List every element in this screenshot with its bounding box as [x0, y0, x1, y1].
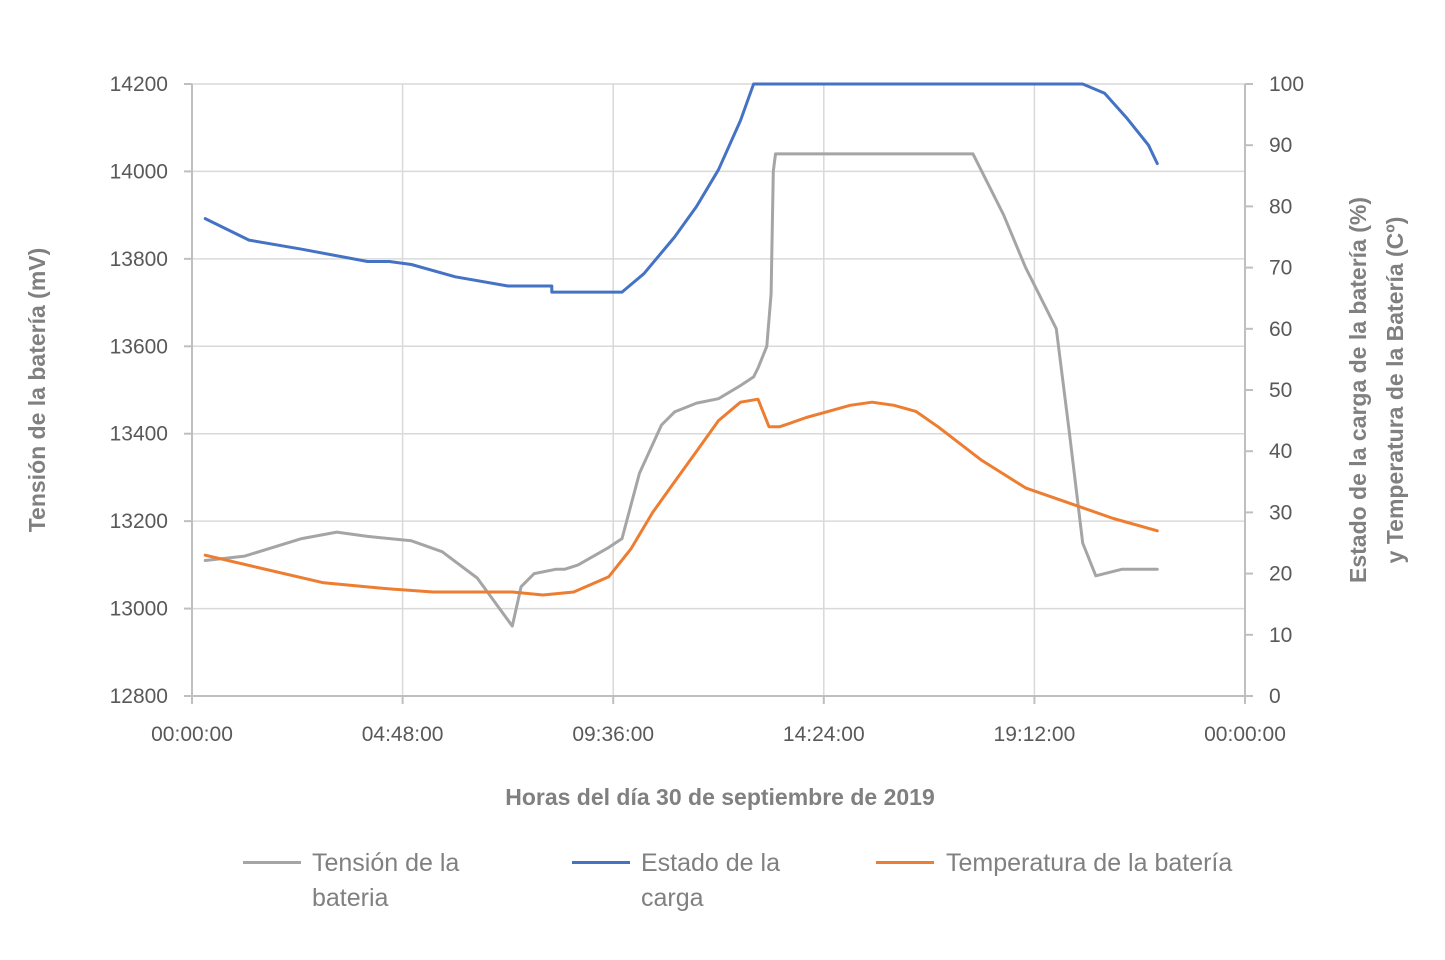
y-right-tick-label: 40 — [1269, 440, 1292, 463]
legend-swatch-carga — [572, 861, 630, 864]
y-left-tick-label: 13200 — [110, 510, 168, 533]
x-tick-labels: 00:00:00 04:48:00 09:36:00 14:24:00 19:12:00… — [151, 723, 1286, 746]
y-left-tick-label: 13800 — [110, 248, 168, 271]
y-left-tick-label: 13400 — [110, 423, 168, 446]
y-right-tick-label: 80 — [1269, 195, 1292, 218]
y-left-tick-label: 13600 — [110, 335, 168, 358]
y-left-tick-label: 12800 — [110, 685, 168, 708]
y-right-tick-label: 100 — [1269, 73, 1304, 96]
legend-label-tension: Tensión de la bateria — [312, 849, 460, 912]
y-right-tick-label: 30 — [1269, 501, 1292, 524]
series-line-carga — [203, 82, 1159, 294]
x-tick-label: 14:24:00 — [783, 723, 865, 746]
x-tick-label: 00:00:00 — [151, 723, 233, 746]
chart-grid — [191, 83, 1246, 697]
y-right-tick-label: 20 — [1269, 563, 1292, 586]
y-right-tick-label: 70 — [1269, 257, 1292, 280]
x-tick-label: 19:12:00 — [994, 723, 1076, 746]
y-left-tick-labels: 12800 13000 13200 13400 13600 13800 14000 14200 — [110, 73, 168, 708]
chart-axes — [184, 83, 1253, 704]
y-left-axis-title: Tensión de la batería (mV) — [24, 248, 50, 533]
y-right-tick-label: 90 — [1269, 134, 1292, 157]
y-right-tick-label: 60 — [1269, 318, 1292, 341]
x-axis-title: Horas del día 30 de septiembre de 2019 — [505, 784, 935, 810]
legend-swatch-temperatura — [876, 861, 934, 864]
x-tick-label: 09:36:00 — [572, 723, 654, 746]
y-right-tick-label: 50 — [1269, 379, 1292, 402]
y-right-tick-labels: 0 10 20 30 40 50 60 70 80 90 100 — [1269, 73, 1304, 708]
series-lines — [203, 82, 1159, 628]
y-right-tick-label: 10 — [1269, 624, 1292, 647]
y-left-tick-label: 14200 — [110, 73, 168, 96]
series-line-tension — [203, 152, 1159, 628]
legend-label-temperatura: Temperatura de la batería — [946, 849, 1233, 877]
y-left-tick-label: 13000 — [110, 598, 168, 621]
legend-swatch-tension — [243, 861, 301, 864]
y-right-axis-title-line1: Estado de la carga de la batería (%) — [1345, 197, 1371, 583]
y-right-tick-label: 0 — [1269, 685, 1281, 708]
legend-label-carga: Estado de la carga — [641, 849, 780, 912]
x-tick-label: 04:48:00 — [362, 723, 444, 746]
y-right-axis-title-line2: y Temperatura de la Batería (Cº) — [1382, 217, 1408, 564]
y-left-tick-label: 14000 — [110, 160, 168, 183]
series-line-temperatura — [203, 397, 1159, 597]
x-tick-label: 00:00:00 — [1204, 723, 1286, 746]
